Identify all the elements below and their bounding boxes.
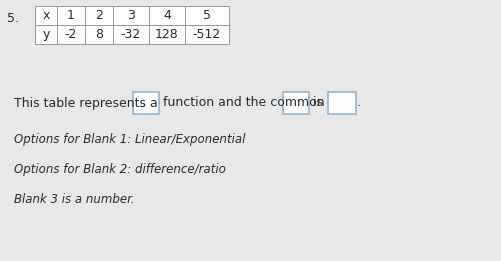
Text: .: . xyxy=(356,97,360,110)
Bar xyxy=(85,6,113,25)
Text: 8: 8 xyxy=(95,28,103,41)
Bar xyxy=(185,6,229,25)
Text: 4: 4 xyxy=(163,9,171,22)
Text: 5: 5 xyxy=(203,9,211,22)
Text: y: y xyxy=(42,28,50,41)
Text: 128: 128 xyxy=(155,28,179,41)
Bar xyxy=(113,6,149,25)
Text: Options for Blank 2: difference/ratio: Options for Blank 2: difference/ratio xyxy=(14,163,226,176)
Text: function and the common: function and the common xyxy=(159,97,329,110)
Bar xyxy=(283,92,309,114)
Bar xyxy=(35,25,57,44)
Text: 1: 1 xyxy=(67,9,75,22)
Text: This table represents a: This table represents a xyxy=(14,97,162,110)
Bar xyxy=(185,25,229,44)
Bar xyxy=(85,25,113,44)
Text: x: x xyxy=(42,9,50,22)
Bar xyxy=(328,92,356,114)
Text: Blank 3 is a number.: Blank 3 is a number. xyxy=(14,193,135,206)
Text: -32: -32 xyxy=(121,28,141,41)
Text: 2: 2 xyxy=(95,9,103,22)
Bar xyxy=(57,6,85,25)
Bar xyxy=(149,25,185,44)
Bar xyxy=(35,6,57,25)
Text: -2: -2 xyxy=(65,28,77,41)
Bar xyxy=(149,6,185,25)
Text: Options for Blank 1: Linear/Exponential: Options for Blank 1: Linear/Exponential xyxy=(14,133,245,146)
Text: 3: 3 xyxy=(127,9,135,22)
Text: 5.: 5. xyxy=(7,12,19,25)
Bar xyxy=(113,25,149,44)
Bar xyxy=(133,92,159,114)
Text: -512: -512 xyxy=(193,28,221,41)
Text: is: is xyxy=(309,97,327,110)
Bar xyxy=(57,25,85,44)
